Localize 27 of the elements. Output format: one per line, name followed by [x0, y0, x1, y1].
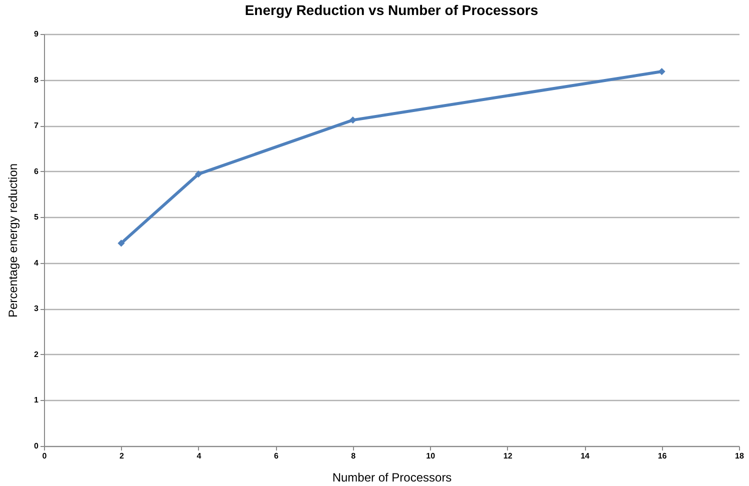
x-tick-label: 8	[351, 452, 356, 460]
x-tick-label: 6	[274, 452, 279, 460]
x-tick-label: 10	[426, 452, 436, 460]
y-tick-label: 2	[34, 350, 40, 359]
x-tick-label: 18	[735, 452, 744, 460]
y-tick-label: 8	[34, 75, 40, 84]
x-tick-label: 2	[119, 452, 124, 460]
y-tick-label: 7	[34, 121, 40, 130]
y-tick-label: 9	[34, 30, 40, 38]
y-tick-label: 5	[34, 212, 40, 222]
point	[194, 170, 202, 178]
y-tick-label: 0	[34, 442, 40, 450]
x-axis-title: Number of Processors	[332, 470, 452, 484]
x-tick-label: 14	[580, 452, 590, 460]
y-tick-label: 3	[34, 304, 40, 314]
x-tick-label: 16	[658, 452, 668, 460]
point	[349, 116, 356, 124]
chart-title: Energy Reduction vs Number of Processors	[244, 2, 538, 18]
point	[118, 240, 125, 247]
y-axis-title: Percentage energy reduction	[6, 163, 20, 318]
x-tick-label: 4	[196, 452, 202, 460]
y-tick-label: 4	[34, 258, 40, 268]
x-tick-label: 0	[42, 452, 48, 460]
point	[658, 68, 666, 76]
y-tick-label: 6	[34, 166, 40, 176]
y-tick-label: 1	[34, 396, 40, 405]
x-tick-label: 12	[503, 452, 513, 460]
